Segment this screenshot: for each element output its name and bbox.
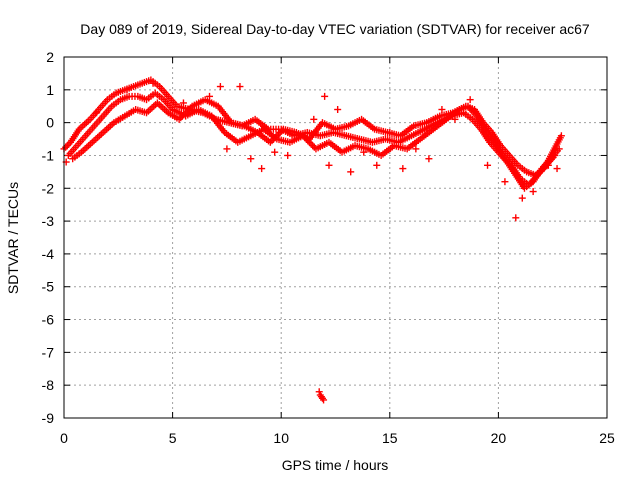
x-tick-label: 5	[169, 430, 177, 446]
data-point	[320, 396, 328, 404]
data-point	[307, 140, 315, 148]
data-point	[425, 155, 433, 163]
data-point	[360, 148, 368, 156]
x-tick-label: 20	[491, 430, 507, 446]
x-tick-labels: 0 5 10 15 20 25	[60, 430, 615, 446]
data-point	[93, 109, 101, 117]
data-point	[62, 143, 70, 151]
x-tick-label: 0	[60, 430, 68, 446]
data-point	[501, 178, 509, 186]
x-tick-label: 15	[382, 430, 398, 446]
data-point	[529, 188, 537, 196]
data-point	[223, 145, 231, 153]
data-point	[271, 148, 279, 156]
grid	[64, 57, 607, 418]
data-point	[553, 165, 561, 173]
y-tick-label: -1	[42, 147, 55, 163]
data-point	[236, 83, 244, 91]
y-tick-label: 0	[46, 115, 54, 131]
data-point	[373, 161, 381, 169]
data-point	[310, 115, 318, 123]
plot-frame	[63, 56, 608, 419]
chart-title: Day 089 of 2019, Sidereal Day-to-day VTE…	[80, 21, 590, 37]
x-axis-title: GPS time / hours	[282, 457, 389, 473]
data-point	[518, 194, 526, 202]
data-point	[284, 151, 292, 159]
data-point	[544, 161, 552, 169]
data-point	[297, 132, 305, 140]
y-tick-label: -8	[42, 377, 55, 393]
data-point	[63, 142, 71, 150]
data-point	[206, 92, 214, 100]
data-point	[315, 388, 323, 396]
data-point	[216, 83, 224, 91]
data-point	[512, 214, 520, 222]
data-point	[247, 155, 255, 163]
data-point	[123, 86, 131, 94]
data-point	[179, 99, 187, 107]
data-point	[149, 79, 157, 87]
y-axis-title: SDTVAR / TECUs	[5, 182, 21, 294]
data-point	[325, 161, 333, 169]
y-tick-label: -9	[42, 410, 55, 426]
data-point	[412, 145, 420, 153]
data-point	[334, 106, 342, 114]
y-tick-label: 1	[46, 82, 54, 98]
y-tick-label: -6	[42, 312, 55, 328]
y-tick-label: -2	[42, 180, 55, 196]
data-point	[399, 165, 407, 173]
y-tick-label: -5	[42, 279, 55, 295]
y-tick-label: -3	[42, 213, 55, 229]
data-point	[321, 92, 329, 100]
data-point	[386, 128, 394, 136]
data-points	[60, 76, 565, 404]
data-point	[438, 106, 446, 114]
y-tick-label: 2	[46, 49, 54, 65]
data-point	[484, 161, 492, 169]
data-point	[466, 96, 474, 104]
x-tick-label: 25	[599, 430, 615, 446]
data-point	[451, 115, 459, 123]
y-tick-label: -4	[42, 246, 55, 262]
y-tick-label: -7	[42, 344, 55, 360]
data-point	[557, 132, 565, 140]
x-tick-label: 10	[273, 430, 289, 446]
data-point	[347, 168, 355, 176]
y-tick-labels: -9 -8 -7 -6 -5 -4 -3 -2 -1 0 1 2	[42, 49, 55, 426]
data-point	[258, 165, 266, 173]
